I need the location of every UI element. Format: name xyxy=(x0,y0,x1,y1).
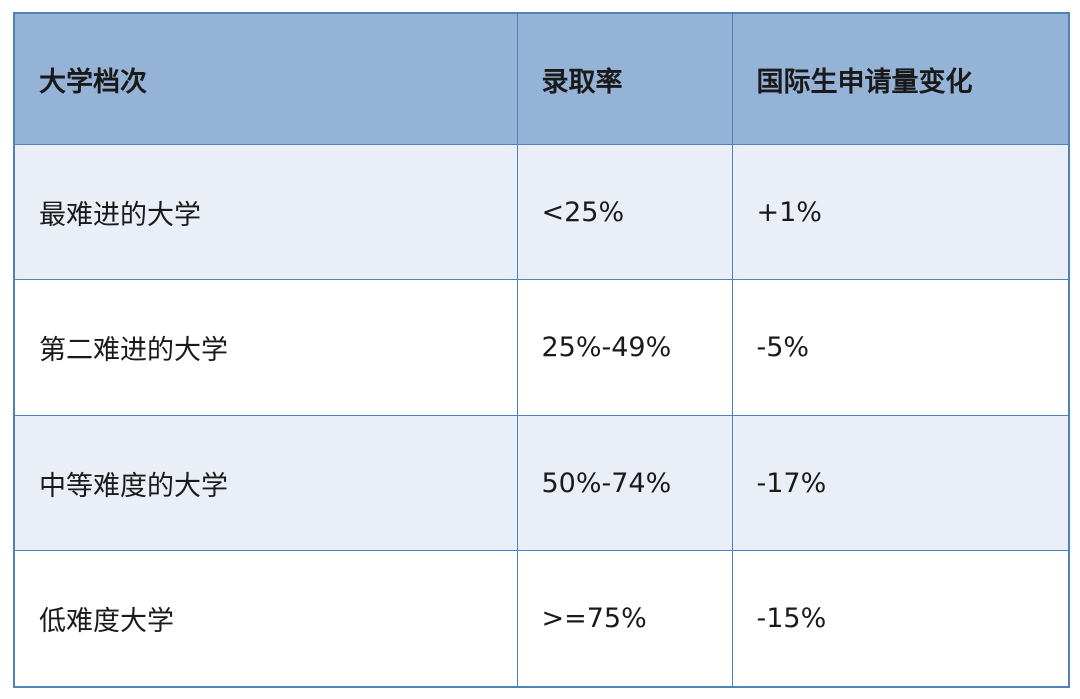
cell-university-tier: 第二难进的大学 xyxy=(13,279,518,416)
cell-acceptance-rate: <25% xyxy=(516,143,733,281)
table-row: 低难度大学 >=75% -15% xyxy=(13,550,1070,688)
header-university-tier: 大学档次 xyxy=(13,12,518,145)
cell-intl-application-change: -17% xyxy=(731,414,1070,552)
cell-intl-application-change: +1% xyxy=(731,143,1070,281)
cell-acceptance-rate: 25%-49% xyxy=(516,279,733,416)
admission-table: 大学档次 录取率 国际生申请量变化 最难进的大学 <25% +1% 第二难进的大… xyxy=(13,12,1070,688)
table-row: 中等难度的大学 50%-74% -17% xyxy=(13,414,1070,552)
cell-university-tier: 低难度大学 xyxy=(13,550,518,688)
header-intl-application-change: 国际生申请量变化 xyxy=(731,12,1070,145)
table-header-row: 大学档次 录取率 国际生申请量变化 xyxy=(13,12,1070,145)
cell-university-tier: 中等难度的大学 xyxy=(13,414,518,552)
cell-intl-application-change: -5% xyxy=(731,279,1070,416)
table-row: 最难进的大学 <25% +1% xyxy=(13,143,1070,281)
cell-university-tier: 最难进的大学 xyxy=(13,143,518,281)
cell-acceptance-rate: >=75% xyxy=(516,550,733,688)
cell-acceptance-rate: 50%-74% xyxy=(516,414,733,552)
header-acceptance-rate: 录取率 xyxy=(516,12,733,145)
table-row: 第二难进的大学 25%-49% -5% xyxy=(13,279,1070,416)
cell-intl-application-change: -15% xyxy=(731,550,1070,688)
